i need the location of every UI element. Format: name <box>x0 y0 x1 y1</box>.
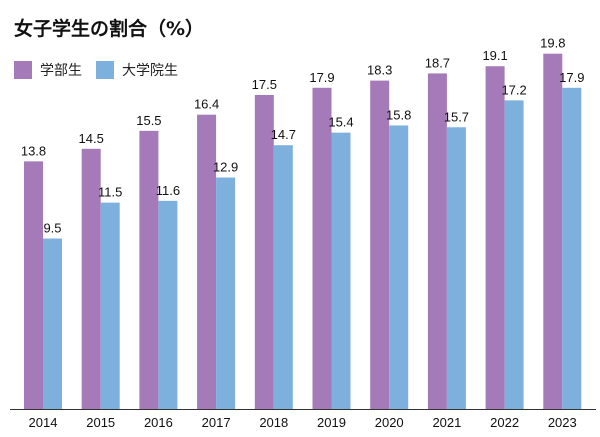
bar-graduate-2019 <box>331 132 351 409</box>
legend: 学部生 大学院生 <box>14 60 192 80</box>
data-label-undergraduate-2023: 19.8 <box>540 36 565 51</box>
x-tick-label-2022: 2022 <box>490 415 519 430</box>
bar-graduate-2023 <box>562 87 582 409</box>
x-tick-label-2018: 2018 <box>259 415 288 430</box>
data-label-graduate-2019: 15.4 <box>328 115 353 130</box>
x-tick-label-2016: 2016 <box>144 415 173 430</box>
data-label-graduate-2023: 17.9 <box>559 70 584 85</box>
data-label-graduate-2018: 14.7 <box>271 127 296 142</box>
data-label-undergraduate-2015: 14.5 <box>79 131 104 146</box>
bar-graduate-2017 <box>216 177 236 409</box>
legend-item-graduate: 大学院生 <box>96 60 178 80</box>
bar-graduate-2016 <box>158 200 178 409</box>
data-label-graduate-2020: 15.8 <box>386 107 411 122</box>
x-tick-label-2014: 2014 <box>29 415 58 430</box>
data-label-undergraduate-2021: 18.7 <box>425 55 450 70</box>
bar-graduate-2022 <box>504 100 524 409</box>
data-label-undergraduate-2022: 19.1 <box>482 48 507 63</box>
bar-undergraduate-2019 <box>312 87 332 409</box>
bar-undergraduate-2021 <box>427 73 447 410</box>
data-label-graduate-2016: 11.6 <box>156 183 180 198</box>
legend-item-undergraduate: 学部生 <box>14 60 82 80</box>
x-tick-label-2017: 2017 <box>202 415 231 430</box>
bar-undergraduate-2014 <box>24 161 43 409</box>
legend-label-undergraduate: 学部生 <box>40 63 82 79</box>
data-label-undergraduate-2020: 18.3 <box>367 63 392 78</box>
bar-graduate-2020 <box>389 125 409 409</box>
bar-undergraduate-2015 <box>81 148 101 409</box>
data-label-undergraduate-2014: 13.8 <box>21 143 46 158</box>
x-tick-label-2015: 2015 <box>86 415 115 430</box>
bar-undergraduate-2022 <box>485 66 505 409</box>
bar-undergraduate-2017 <box>197 114 217 409</box>
bar-graduate-2014 <box>43 238 62 409</box>
data-label-undergraduate-2017: 16.4 <box>194 97 219 112</box>
bar-graduate-2015 <box>100 202 120 409</box>
data-label-graduate-2014: 9.5 <box>43 221 61 236</box>
data-label-undergraduate-2019: 17.9 <box>309 70 334 85</box>
data-label-graduate-2015: 11.5 <box>98 185 122 200</box>
bar-graduate-2018 <box>273 145 293 409</box>
data-label-graduate-2017: 12.9 <box>213 160 238 175</box>
legend-swatch-graduate <box>96 61 114 79</box>
data-label-undergraduate-2016: 15.5 <box>136 113 161 128</box>
data-label-graduate-2022: 17.2 <box>501 82 526 97</box>
data-label-undergraduate-2018: 17.5 <box>252 77 277 92</box>
bar-undergraduate-2023 <box>543 53 563 409</box>
chart-title: 女子学生の割合（%） <box>14 18 205 40</box>
legend-label-graduate: 大学院生 <box>122 63 178 79</box>
x-tick-label-2021: 2021 <box>432 415 461 430</box>
legend-swatch-undergraduate <box>14 61 32 79</box>
bar-undergraduate-2018 <box>254 94 274 410</box>
bar-graduate-2021 <box>446 127 466 409</box>
x-tick-label-2019: 2019 <box>317 415 346 430</box>
bar-undergraduate-2020 <box>370 80 390 410</box>
x-tick-label-2023: 2023 <box>548 415 577 430</box>
x-tick-label-2020: 2020 <box>375 415 404 430</box>
bar-undergraduate-2016 <box>139 130 159 410</box>
data-label-graduate-2021: 15.7 <box>444 109 469 124</box>
